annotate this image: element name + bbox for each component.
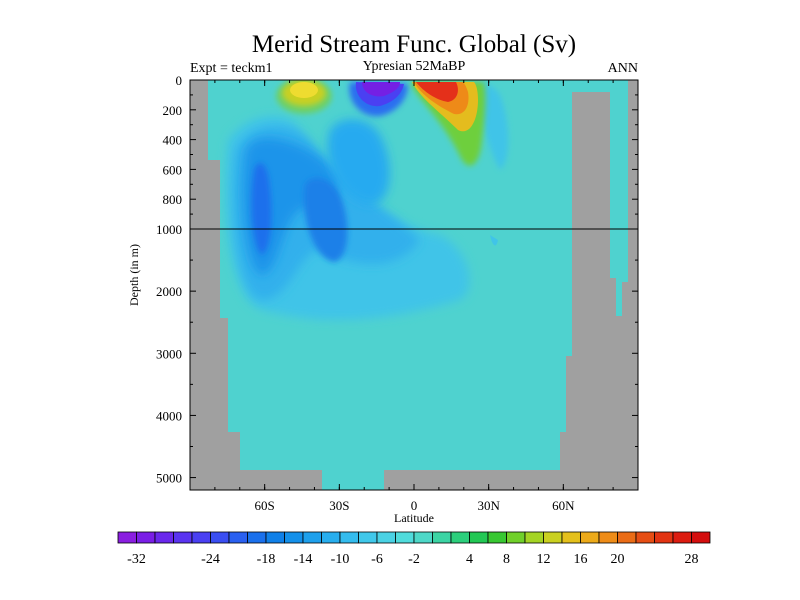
colorbar-label: 4 [466,552,473,567]
small-patch [490,235,498,246]
colorbar-swatch [691,531,711,544]
colorbar-label: 28 [685,552,699,567]
colorbar-swatch [265,531,285,544]
colorbar-swatch [376,531,396,544]
colorbar-swatch [487,531,507,544]
land-mask-ridge [586,92,594,98]
colorbar-swatch [358,531,378,544]
y-axis: 0 200 400 600 800 1000 2000 3000 4000 5000 [156,73,638,486]
land-mask-north [384,80,638,490]
x-tick-label: 60N [552,498,575,513]
colorbar-swatch [506,531,526,544]
colorbar-label: -24 [201,552,220,567]
experiment-label: Expt = teckm1 [190,61,273,76]
colorbar-swatch [524,531,544,544]
colorbar-swatch [228,531,248,544]
mid-southern-cell [327,119,390,205]
y-tick-label: 400 [163,133,183,148]
y-tick-label: 0 [176,73,183,88]
colorbar-swatch [321,531,341,544]
contour-neg-12 [304,178,348,262]
colorbar: -32 -24 -18 -14 -10 -6 -2 4 8 12 16 20 28 [117,531,711,567]
colorbar-swatch [617,531,637,544]
x-tick-label: 0 [411,498,418,513]
colorbar-swatch [117,531,137,544]
colorbar-swatch [302,531,322,544]
y-tick-label: 5000 [156,471,182,486]
colorbar-swatch [191,531,211,544]
colorbar-label: 16 [574,552,588,567]
colorbar-swatch [450,531,470,544]
colorbar-swatch [395,531,415,544]
x-tick-label: 30S [329,498,349,513]
colorbar-label: -2 [408,552,420,567]
colorbar-swatch [136,531,156,544]
colorbar-swatch [432,531,452,544]
y-tick-label: 4000 [156,408,182,423]
season-label: ANN [608,61,638,76]
colorbar-label: 20 [611,552,625,567]
x-tick-label: 60S [255,498,275,513]
colorbar-label: 12 [537,552,551,567]
y-axis-label: Depth (in m) [127,244,141,306]
y-tick-label: 2000 [156,284,182,299]
x-tick-label: 30N [477,498,500,513]
period-label: Ypresian 52MaBP [363,59,466,74]
y-tick-label: 600 [163,162,183,177]
x-axis-label: Latitude [394,511,434,525]
colorbar-swatch [598,531,618,544]
colorbar-swatch [654,531,674,544]
colorbar-swatch [561,531,581,544]
subtropical-cell-core [290,82,318,98]
colorbar-swatch [173,531,193,544]
colorbar-swatch [580,531,600,544]
colorbar-swatch [469,531,489,544]
southern-deep-core [251,163,272,255]
land-mask-south [190,80,322,490]
colorbar-swatch [247,531,267,544]
colorbar-swatch [339,531,359,544]
colorbar-swatch [154,531,174,544]
equatorial-cell-core [362,82,400,97]
colorbar-swatch [413,531,433,544]
colorbar-swatch [284,531,304,544]
colorbar-swatch [210,531,230,544]
y-tick-label: 1000 [156,222,182,237]
colorbar-label: -6 [371,552,383,567]
nh-cell-core [416,82,458,102]
contour-field [190,80,638,490]
chart-title: Merid Stream Func. Global (Sv) [252,31,576,58]
colorbar-swatch [635,531,655,544]
colorbar-label: 8 [503,552,510,567]
colorbar-label: -32 [127,552,146,567]
x-axis: 60S 30S 0 30N 60N [189,80,639,513]
y-tick-label: 800 [163,192,183,207]
colorbar-swatch [543,531,563,544]
colorbar-swatch [672,531,692,544]
y-tick-label: 3000 [156,346,182,361]
colorbar-label: -14 [294,552,313,567]
colorbar-label: -10 [331,552,350,567]
colorbar-label: -18 [257,552,276,567]
y-tick-label: 200 [163,103,183,118]
